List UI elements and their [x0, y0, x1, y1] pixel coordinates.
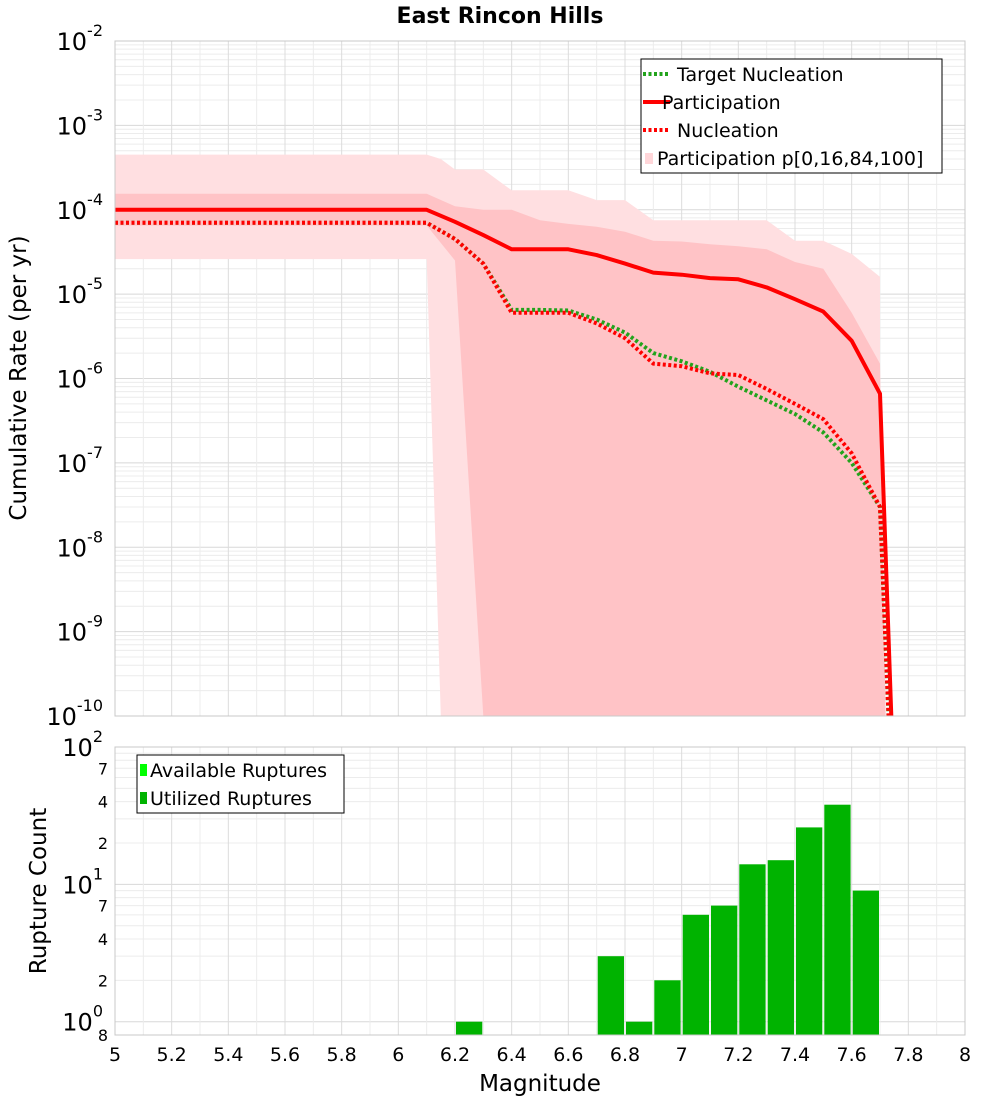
x-tick-label: 8 — [959, 1044, 971, 1066]
y-tick-label: 10-5 — [57, 274, 104, 309]
x-tick-label: 7.6 — [837, 1044, 867, 1066]
top-legend: Target Nucleation Participation Nucleation… — [640, 58, 943, 174]
y-tick-label: 10-9 — [57, 612, 104, 647]
y-tick-label: 10-6 — [57, 359, 104, 394]
y-tick-exponent: -7 — [87, 443, 103, 462]
x-tick-label: 7.4 — [780, 1044, 810, 1066]
y-tick-base: 10 — [57, 112, 88, 140]
y-minor-tick-label: 4 — [98, 793, 108, 812]
y-tick-label: 10-4 — [57, 190, 104, 225]
y-tick-base: 10 — [57, 366, 88, 394]
y-minor-tick-label: 2 — [98, 834, 108, 853]
x-tick-label: 5.8 — [327, 1044, 357, 1066]
bottom-legend: Available Ruptures Utilized Ruptures — [136, 754, 345, 814]
y-tick-label: 101 — [62, 864, 103, 899]
participation-band-p16-p84 — [115, 193, 886, 716]
x-tick-label: 7.2 — [723, 1044, 753, 1066]
utilized-ruptures-bar — [711, 905, 738, 1035]
x-tick-label: 6.6 — [553, 1044, 583, 1066]
x-tick-label: 6 — [392, 1044, 404, 1066]
y-axis-label: Cumulative Rate (per yr) — [6, 235, 32, 520]
top-plot-frame — [114, 40, 966, 717]
y-minor-tick-label: 7 — [98, 759, 108, 778]
y-tick-exponent: -3 — [87, 105, 103, 124]
y-tick-label: 10-7 — [57, 443, 104, 478]
legend-label: Nucleation — [677, 120, 779, 142]
utilized-ruptures-bar — [682, 914, 709, 1035]
legend-label: Utilized Ruptures — [150, 788, 312, 810]
y-tick-base: 10 — [57, 28, 88, 56]
utilized-ruptures-bar — [739, 864, 766, 1035]
y-minor-tick-label: 2 — [98, 971, 108, 990]
y-tick-exponent: -10 — [77, 696, 103, 715]
y-tick-label: 10-10 — [46, 696, 103, 731]
y-tick-base: 10 — [57, 534, 88, 562]
x-tick-label: 5.2 — [157, 1044, 187, 1066]
series-line-nucleation — [115, 220, 891, 716]
legend-label: Target Nucleation — [676, 64, 844, 86]
top-legend-box — [640, 58, 943, 174]
y-tick-label: 10-8 — [57, 527, 104, 562]
utilized-ruptures-bar — [597, 956, 624, 1035]
x-tick-label: 7 — [676, 1044, 688, 1066]
legend-label: Available Ruptures — [150, 760, 327, 782]
y-tick-exponent: 0 — [93, 1002, 103, 1021]
y-tick-base: 10 — [62, 871, 93, 899]
y-tick-exponent: -9 — [87, 612, 103, 631]
y-tick-exponent: 2 — [93, 727, 103, 746]
x-tick-label: 6.8 — [610, 1044, 640, 1066]
legend-swatch-bar — [140, 792, 147, 804]
utilized-ruptures-bar — [796, 827, 823, 1035]
x-tick-label: 6.2 — [440, 1044, 470, 1066]
y-tick-exponent: -4 — [87, 190, 103, 209]
y-tick-exponent: -2 — [87, 21, 103, 40]
y-tick-base: 10 — [57, 281, 88, 309]
x-tick-label: 5.4 — [213, 1044, 243, 1066]
legend-label: Participation p[0,16,84,100] — [657, 148, 923, 170]
y-tick-base: 10 — [57, 197, 88, 225]
y-tick-exponent: -5 — [87, 274, 103, 293]
y-tick-base: 10 — [57, 450, 88, 478]
utilized-ruptures-bar — [654, 980, 681, 1035]
legend-swatch-band — [645, 153, 653, 164]
x-tick-label: 6.4 — [497, 1044, 527, 1066]
y-tick-label: 100 — [62, 1002, 103, 1037]
bottom-y-axis-label: Rupture Count — [26, 808, 52, 974]
y-tick-exponent: 1 — [93, 864, 103, 883]
utilized-ruptures-bar — [824, 804, 851, 1035]
bottom-plot-frame — [114, 746, 966, 1036]
chart-title: East Rincon Hills — [397, 4, 604, 29]
y-tick-label: 10-3 — [57, 105, 104, 140]
y-minor-tick-label: 4 — [98, 930, 108, 949]
utilized-ruptures-bar — [626, 1021, 653, 1035]
legend-swatch-bar — [140, 764, 147, 776]
y-minor-tick-label: 8 — [98, 1026, 108, 1045]
x-tick-label: 5 — [109, 1044, 121, 1066]
series-line-participation — [115, 207, 894, 716]
y-tick-label: 102 — [62, 727, 103, 762]
y-tick-base: 10 — [46, 703, 77, 731]
x-tick-label: 5.6 — [270, 1044, 300, 1066]
x-tick-label: 7.8 — [893, 1044, 923, 1066]
x-axis-label: Magnitude — [479, 1071, 601, 1097]
y-tick-base: 10 — [62, 1009, 93, 1037]
y-tick-base: 10 — [62, 734, 93, 762]
utilized-ruptures-bar — [767, 860, 794, 1035]
y-tick-label: 10-2 — [57, 21, 104, 56]
y-tick-exponent: -8 — [87, 527, 103, 546]
y-tick-base: 10 — [57, 619, 88, 647]
bottom-legend-box — [136, 754, 345, 814]
y-minor-tick-label: 7 — [98, 897, 108, 916]
utilized-ruptures-bar — [852, 890, 879, 1035]
utilized-ruptures-bar — [456, 1021, 483, 1035]
y-tick-exponent: -6 — [87, 359, 103, 378]
legend-label: Participation — [662, 92, 781, 114]
